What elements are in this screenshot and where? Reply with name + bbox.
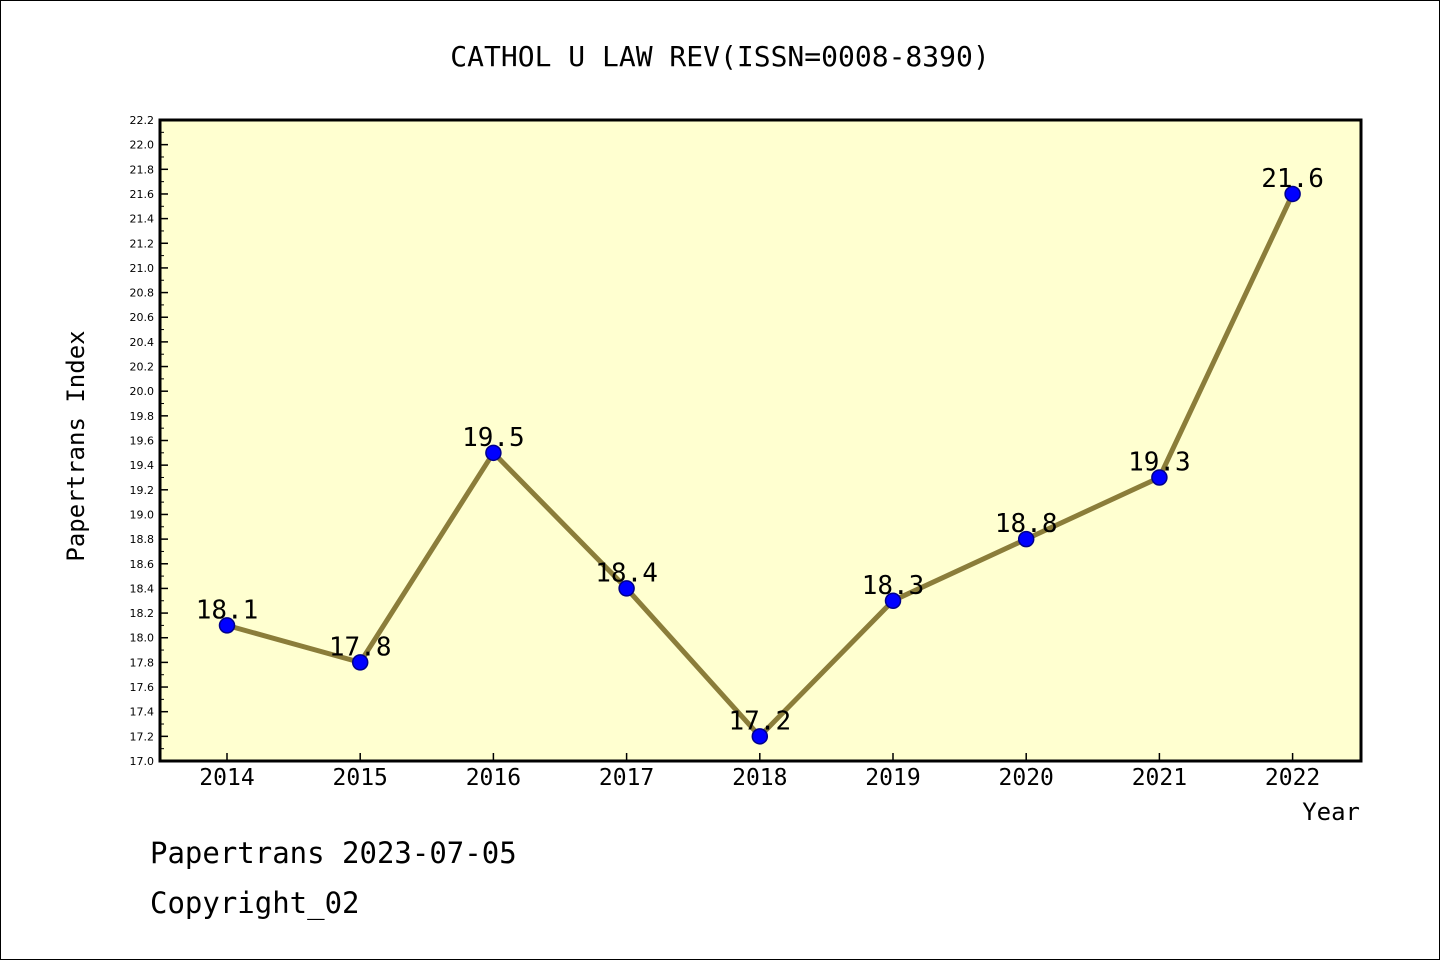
x-tick-label: 2016 [466,765,521,791]
y-tick-label: 19.6 [130,435,155,448]
y-tick-label: 22.0 [130,139,155,152]
y-tick-label: 22.2 [130,114,155,127]
footer-date-line: Papertrans 2023-07-05 [150,836,517,870]
y-tick-label: 19.8 [130,410,155,423]
x-tick-label: 2022 [1265,765,1320,791]
y-axis-ticks: 17.0 17.2 17.4 17.6 17.8 18.0 18.2 18.4 18.6 18.8… [130,114,168,768]
x-tick-label: 2017 [599,765,654,791]
x-axis-label: Year [1302,798,1360,826]
data-labels-layer: 18.1 17.8 19.5 18.4 17.2 18.3 18.8 19.3 21.6 [196,164,1324,736]
y-tick-label: 18.6 [130,558,155,571]
y-tick-label: 20.2 [130,361,155,374]
data-label: 17.8 [329,632,392,662]
y-tick-label: 17.0 [130,755,155,768]
data-label: 17.2 [728,706,791,736]
y-tick-label: 18.2 [130,607,155,620]
y-tick-label: 18.4 [130,582,155,595]
footer-copyright-line: Copyright_02 [150,886,360,920]
data-point [751,728,769,745]
data-point [485,444,502,462]
data-point [884,592,902,609]
chart-title: CATHOL U LAW REV(ISSN=0008-8390) [450,40,989,73]
data-point [351,654,369,671]
y-tick-label: 20.8 [130,287,155,300]
x-tick-label: 2020 [999,765,1054,791]
y-tick-label: 21.0 [130,262,155,275]
y-tick-label: 17.6 [130,681,155,694]
x-tick-label: 2021 [1132,765,1187,791]
data-point [1017,530,1035,548]
y-tick-label: 21.8 [130,163,155,176]
x-tick-label: 2015 [333,765,388,791]
data-point [218,617,236,634]
data-point [618,580,635,597]
data-point [1284,185,1301,203]
y-tick-label: 20.4 [130,336,155,349]
y-tick-label: 17.4 [130,706,155,719]
data-label: 19.5 [462,423,525,453]
y-axis-label: Papertrans Index [62,330,90,561]
data-point [1151,469,1168,486]
y-tick-label: 17.8 [130,656,155,669]
x-tick-label: 2014 [199,765,254,791]
y-tick-label: 17.2 [130,730,155,743]
x-axis-ticks: 2014 2015 2016 2017 2018 2019 2020 2021 2022 [199,753,1320,791]
y-tick-label: 21.2 [130,237,155,250]
y-tick-label: 19.4 [130,459,155,472]
data-label: 21.6 [1261,164,1324,194]
y-tick-label: 18.0 [130,632,155,645]
points-layer [218,185,1301,745]
x-tick-label: 2018 [732,765,787,791]
y-tick-label: 21.4 [130,213,155,226]
y-tick-label: 20.0 [130,385,155,398]
y-tick-label: 19.2 [130,484,155,497]
data-label: 19.3 [1128,447,1191,477]
data-label: 18.3 [862,571,925,601]
y-tick-label: 18.8 [130,533,155,546]
plot-area [158,118,1363,763]
y-tick-label: 20.6 [130,311,155,324]
data-label: 18.1 [196,595,259,625]
x-tick-label: 2019 [865,765,920,791]
y-tick-label: 21.6 [130,188,155,201]
y-tick-label: 19.0 [130,508,155,521]
data-label: 18.4 [595,558,658,588]
data-label: 18.8 [995,509,1058,539]
